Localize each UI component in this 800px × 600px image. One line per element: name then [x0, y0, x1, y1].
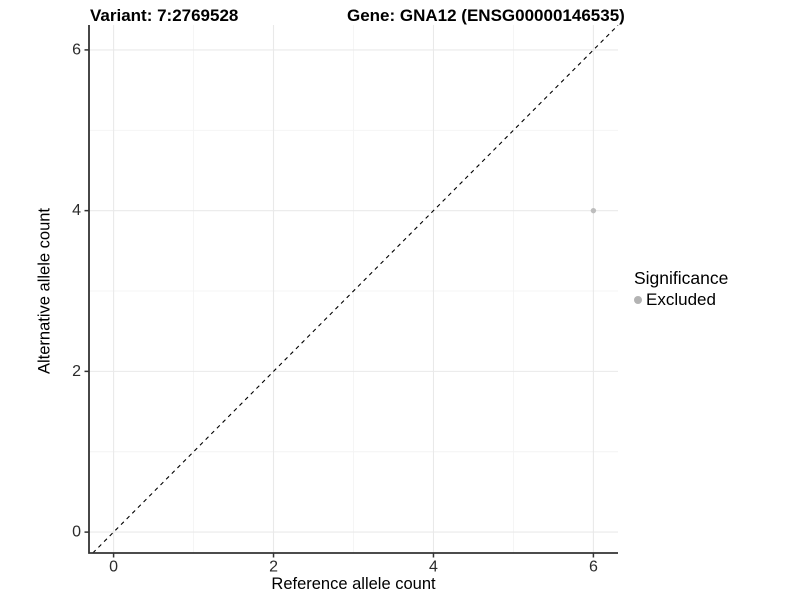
data-point — [590, 207, 597, 214]
y-axis-title: Alternative allele count — [35, 207, 54, 375]
legend: Significance Excluded — [634, 268, 728, 310]
x-tick-label: 6 — [589, 558, 598, 575]
legend-point-icon — [634, 296, 642, 304]
plot-title-variant: Variant: 7:2769528 — [90, 6, 239, 25]
legend-title: Significance — [634, 268, 729, 288]
x-tick-label: 2 — [269, 558, 278, 575]
x-tick-label: 4 — [429, 558, 438, 575]
x-axis-title: Reference allele count — [271, 575, 436, 593]
legend-item-label: Excluded — [646, 290, 716, 309]
y-tick-label: 0 — [72, 524, 81, 541]
legend-item-excluded: Excluded — [634, 290, 728, 310]
identity-line — [92, 24, 619, 554]
y-tick-label: 6 — [72, 41, 81, 58]
axis-lines — [88, 25, 618, 554]
plot-title-gene: Gene: GNA12 (ENSG00000146535) — [347, 6, 625, 25]
y-tick-label: 2 — [72, 363, 81, 380]
x-tick-label: 0 — [109, 558, 118, 575]
y-tick-label: 4 — [72, 202, 81, 219]
